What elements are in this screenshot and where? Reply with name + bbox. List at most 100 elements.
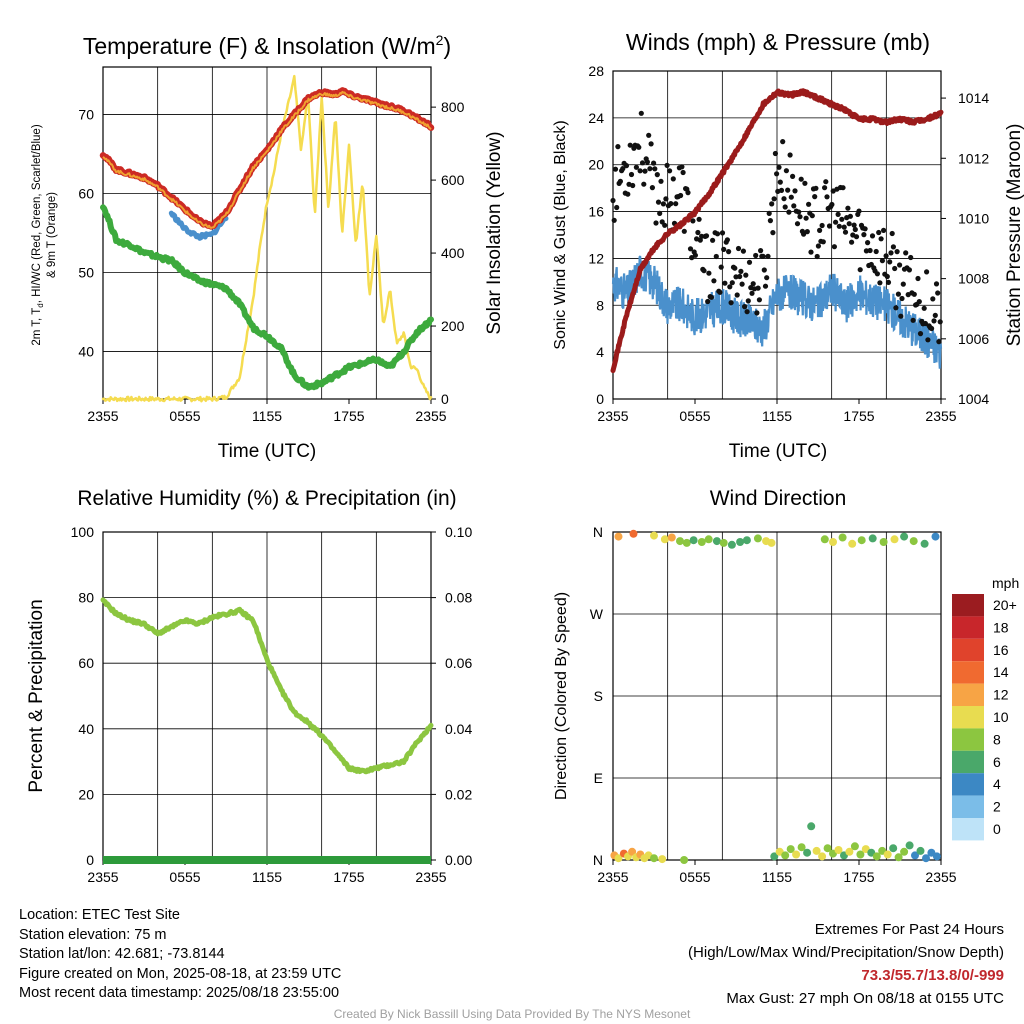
gust-point (742, 304, 748, 310)
gust-point (637, 168, 643, 174)
gust-point (657, 210, 663, 216)
direction-point (781, 851, 790, 860)
gust-point (814, 253, 820, 260)
gust-point (719, 230, 726, 236)
gust-point (776, 164, 782, 170)
precip-ytick-label: 0.02 (445, 786, 472, 802)
direction-point (829, 538, 837, 546)
gust-point (680, 169, 686, 176)
gust-point (915, 275, 921, 282)
rh-xtick-label: 1755 (333, 869, 364, 885)
legend-label: 14 (993, 664, 1009, 680)
gust-point (738, 268, 744, 274)
wind-xlabel: Time (UTC) (729, 441, 828, 462)
gust-point (798, 176, 804, 182)
gust-point (727, 284, 733, 290)
gust-point (897, 262, 903, 268)
gust-point (900, 281, 906, 287)
gust-point (847, 213, 854, 219)
gust-point (794, 221, 801, 227)
direction-point (650, 854, 658, 863)
gust-point (937, 319, 943, 325)
wind-ytick-label: 28 (588, 63, 604, 79)
gust-point (651, 160, 657, 166)
gust-point (758, 248, 764, 254)
gust-point (633, 164, 640, 170)
dir-xtick-label: 1155 (762, 869, 792, 885)
gust-point (726, 249, 732, 255)
direction-point (932, 852, 941, 861)
gust-point (610, 197, 616, 204)
gust-point (888, 250, 894, 256)
gust-point (711, 278, 717, 284)
gust-point (803, 215, 809, 221)
series-2m-td (100, 204, 434, 391)
gust-point (824, 194, 830, 200)
gust-point (771, 196, 777, 202)
gust-point (770, 230, 776, 236)
direction-point (742, 536, 751, 545)
direction-point (614, 854, 623, 863)
gust-point (812, 194, 818, 200)
series-hi-wc (168, 210, 229, 241)
gust-point (791, 203, 797, 209)
legend-label: 20+ (993, 597, 1017, 613)
temperature-ylabel-left-2: & 9m T (Orange) (46, 192, 58, 278)
direction-point (719, 538, 728, 547)
gust-point (831, 244, 838, 250)
gust-point (687, 246, 694, 252)
gust-point (692, 252, 699, 258)
gust-point (668, 201, 674, 207)
gust-point (921, 305, 927, 311)
extremes-subtitle: (High/Low/Max Wind/Precipitation/Snow De… (688, 944, 1004, 961)
gust-point (813, 185, 819, 191)
gust-point (721, 246, 727, 252)
precip-ytick-label: 0.10 (445, 524, 472, 540)
direction-point (920, 539, 929, 548)
gust-point (774, 171, 780, 177)
temp-xtick-label: 0555 (169, 408, 200, 424)
humidity-title: Relative Humidity (%) & Precipitation (i… (77, 487, 456, 510)
gust-point (628, 171, 635, 178)
gust-point (846, 221, 852, 227)
gust-point (857, 267, 863, 273)
gust-point (806, 201, 812, 207)
direction-point (818, 852, 827, 861)
legend-swatch (952, 638, 984, 662)
pressure-ytick-label: 1006 (958, 331, 989, 347)
direction-point (905, 841, 914, 850)
direction-point (689, 536, 698, 545)
dir-xtick-label: 2355 (597, 869, 628, 885)
wind-direction-title: Wind Direction (710, 487, 847, 510)
direction-point (676, 537, 684, 546)
legend-label: 16 (993, 642, 1009, 658)
dir-xtick-label: 1755 (843, 869, 874, 885)
gust-point (728, 300, 734, 306)
direction-point (680, 856, 689, 864)
gust-point (924, 269, 930, 275)
direction-point (911, 851, 919, 860)
legend-label: 6 (993, 754, 1001, 770)
legend-swatch (952, 683, 984, 706)
solar-ytick-label: 600 (441, 172, 465, 188)
temp-ytick-label: 60 (78, 185, 94, 201)
legend-swatch (952, 616, 984, 639)
direction-point (650, 531, 658, 540)
gust-point (815, 243, 822, 249)
solar-ytick-label: 0 (441, 391, 449, 407)
dir-ytick-label: N (593, 852, 603, 868)
gust-point (690, 218, 696, 224)
gust-point (829, 201, 835, 208)
wind-xtick-label: 2355 (597, 408, 628, 424)
gust-point (743, 272, 749, 278)
direction-point (845, 847, 854, 856)
gust-point (933, 281, 940, 287)
legend-label: 12 (993, 687, 1009, 703)
wind-ylabel: Sonic Wind & Gust (Blue, Black) (552, 120, 569, 349)
pressure-ytick-label: 1010 (958, 210, 989, 226)
gust-point (734, 292, 740, 298)
gust-point (638, 110, 644, 116)
gust-point (881, 227, 887, 233)
dir-xtick-label: 2355 (925, 869, 956, 885)
rh-xtick-label: 0555 (169, 869, 200, 885)
